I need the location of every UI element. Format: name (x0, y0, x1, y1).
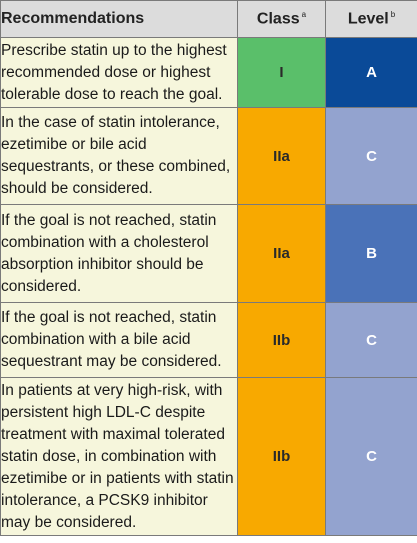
class-cell: IIa (237, 107, 326, 205)
level-cell: C (325, 377, 417, 536)
table-row: Prescribe statin up to the highest recom… (0, 37, 417, 108)
class-footnote-marker: a (301, 9, 307, 19)
recommendation-text: Prescribe statin up to the highest recom… (0, 37, 238, 108)
table-row: If the goal is not reached, statin combi… (0, 302, 417, 378)
table-row: In patients at very high-risk, with pers… (0, 377, 417, 536)
class-cell: IIb (237, 302, 326, 378)
level-cell: B (325, 204, 417, 303)
recommendation-text: In the case of statin intolerance, ezeti… (0, 107, 238, 205)
header-class: Class a (237, 0, 326, 38)
level-cell: C (325, 302, 417, 378)
class-cell: I (237, 37, 326, 108)
header-row: Recommendations Class a Level b (0, 0, 417, 38)
header-recommendations: Recommendations (0, 0, 238, 38)
header-level: Level b (325, 0, 417, 38)
recommendation-text: If the goal is not reached, statin combi… (0, 302, 238, 378)
recommendation-text: If the goal is not reached, statin combi… (0, 204, 238, 303)
table-row: In the case of statin intolerance, ezeti… (0, 107, 417, 205)
level-cell: C (325, 107, 417, 205)
level-cell: A (325, 37, 417, 108)
table-row: If the goal is not reached, statin combi… (0, 204, 417, 303)
level-footnote-marker: b (390, 9, 396, 19)
class-cell: IIa (237, 204, 326, 303)
class-cell: IIb (237, 377, 326, 536)
recommendation-text: In patients at very high-risk, with pers… (0, 377, 238, 536)
